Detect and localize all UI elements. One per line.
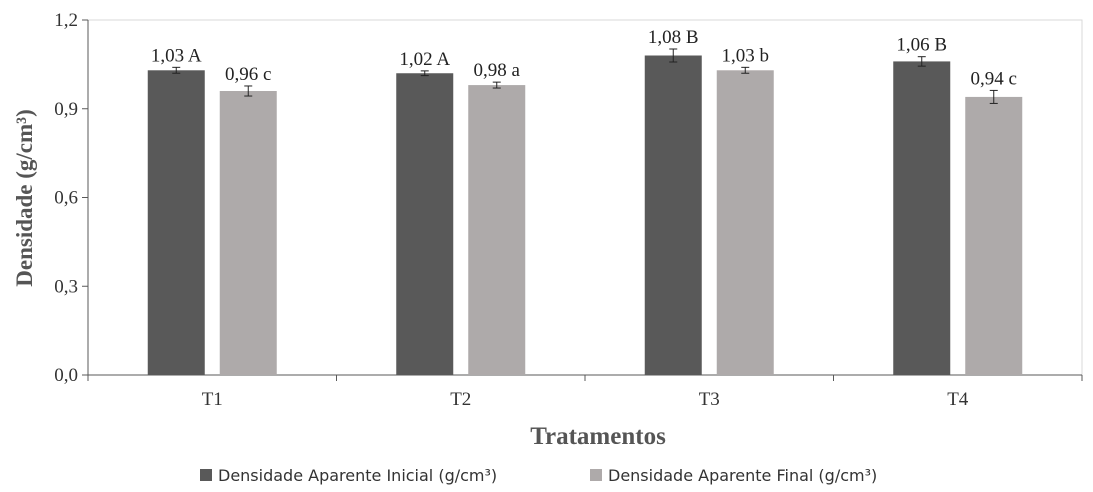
bar	[716, 70, 774, 376]
data-label: 1,02 A	[399, 49, 450, 70]
data-label: 1,03 b	[722, 45, 770, 66]
legend-swatch	[590, 469, 602, 481]
x-tick-label: T4	[947, 389, 969, 410]
bar	[147, 70, 205, 376]
y-axis-title: Densidade (g/cm³)	[12, 109, 37, 286]
data-label: 1,03 A	[151, 45, 202, 66]
legend-label: Densidade Aparente Final (g/cm³)	[608, 466, 877, 485]
data-label: 0,98 a	[474, 60, 521, 81]
data-label: 1,08 B	[648, 27, 699, 48]
x-tick-label: T3	[699, 389, 720, 410]
bar	[468, 85, 526, 375]
legend-swatch	[200, 469, 212, 481]
bar	[219, 91, 277, 375]
error-bars	[172, 48, 998, 104]
x-axis: T1 T2 T3 T4	[87, 374, 1083, 410]
bars	[147, 55, 1023, 376]
bar	[644, 55, 702, 375]
y-tick-label: 1,2	[54, 10, 78, 31]
y-tick-label: 0,9	[54, 99, 78, 120]
y-axis: 0,0 0,3 0,6 0,9 1,2	[54, 10, 89, 386]
legend-label: Densidade Aparente Inicial (g/cm³)	[218, 466, 497, 485]
data-label: 1,06 B	[896, 35, 947, 56]
y-tick-label: 0,0	[54, 365, 78, 386]
x-tick-label: T1	[202, 389, 223, 410]
data-label: 0,94 c	[971, 68, 1017, 89]
bar	[396, 73, 454, 375]
legend: Densidade Aparente Inicial (g/cm³) Densid…	[200, 466, 877, 485]
data-labels: 1,03 A 1,02 A 1,08 B 1,06 B 0,96 c 0,98 a 1,03…	[151, 27, 1017, 89]
x-tick-label: T2	[450, 389, 471, 410]
y-tick-label: 0,3	[54, 276, 78, 297]
y-tick-label: 0,6	[54, 188, 78, 209]
bar	[893, 61, 951, 376]
data-label: 0,96 c	[225, 64, 271, 85]
x-axis-title: Tratamentos	[530, 423, 666, 450]
bar	[965, 96, 1023, 376]
